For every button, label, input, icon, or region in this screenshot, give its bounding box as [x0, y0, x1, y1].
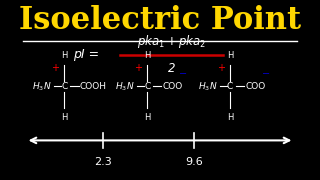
Text: $pka_1 + pka_2$: $pka_1 + pka_2$ — [137, 33, 206, 50]
Text: C: C — [61, 82, 67, 91]
Text: $H_3N$: $H_3N$ — [115, 80, 134, 93]
Text: H: H — [227, 51, 233, 60]
Text: +: + — [134, 63, 142, 73]
Text: C: C — [144, 82, 150, 91]
Text: 2.3: 2.3 — [94, 157, 112, 167]
Text: 2: 2 — [168, 62, 175, 75]
Text: +: + — [51, 63, 59, 73]
Text: H: H — [144, 112, 150, 122]
Text: H: H — [227, 112, 233, 122]
Text: pI =: pI = — [73, 48, 103, 61]
Text: 9.6: 9.6 — [185, 157, 203, 167]
Text: $H_3N$: $H_3N$ — [32, 80, 52, 93]
Text: Isoelectric Point: Isoelectric Point — [19, 5, 301, 36]
Text: COO: COO — [246, 82, 266, 91]
Text: −: − — [262, 69, 270, 79]
Text: −: − — [180, 69, 188, 79]
Text: C: C — [227, 82, 233, 91]
Text: COO: COO — [163, 82, 183, 91]
Text: $H_3N$: $H_3N$ — [198, 80, 217, 93]
Text: H: H — [61, 112, 68, 122]
Text: H: H — [61, 51, 68, 60]
Text: H: H — [144, 51, 150, 60]
Text: COOH: COOH — [80, 82, 107, 91]
Text: +: + — [217, 63, 225, 73]
